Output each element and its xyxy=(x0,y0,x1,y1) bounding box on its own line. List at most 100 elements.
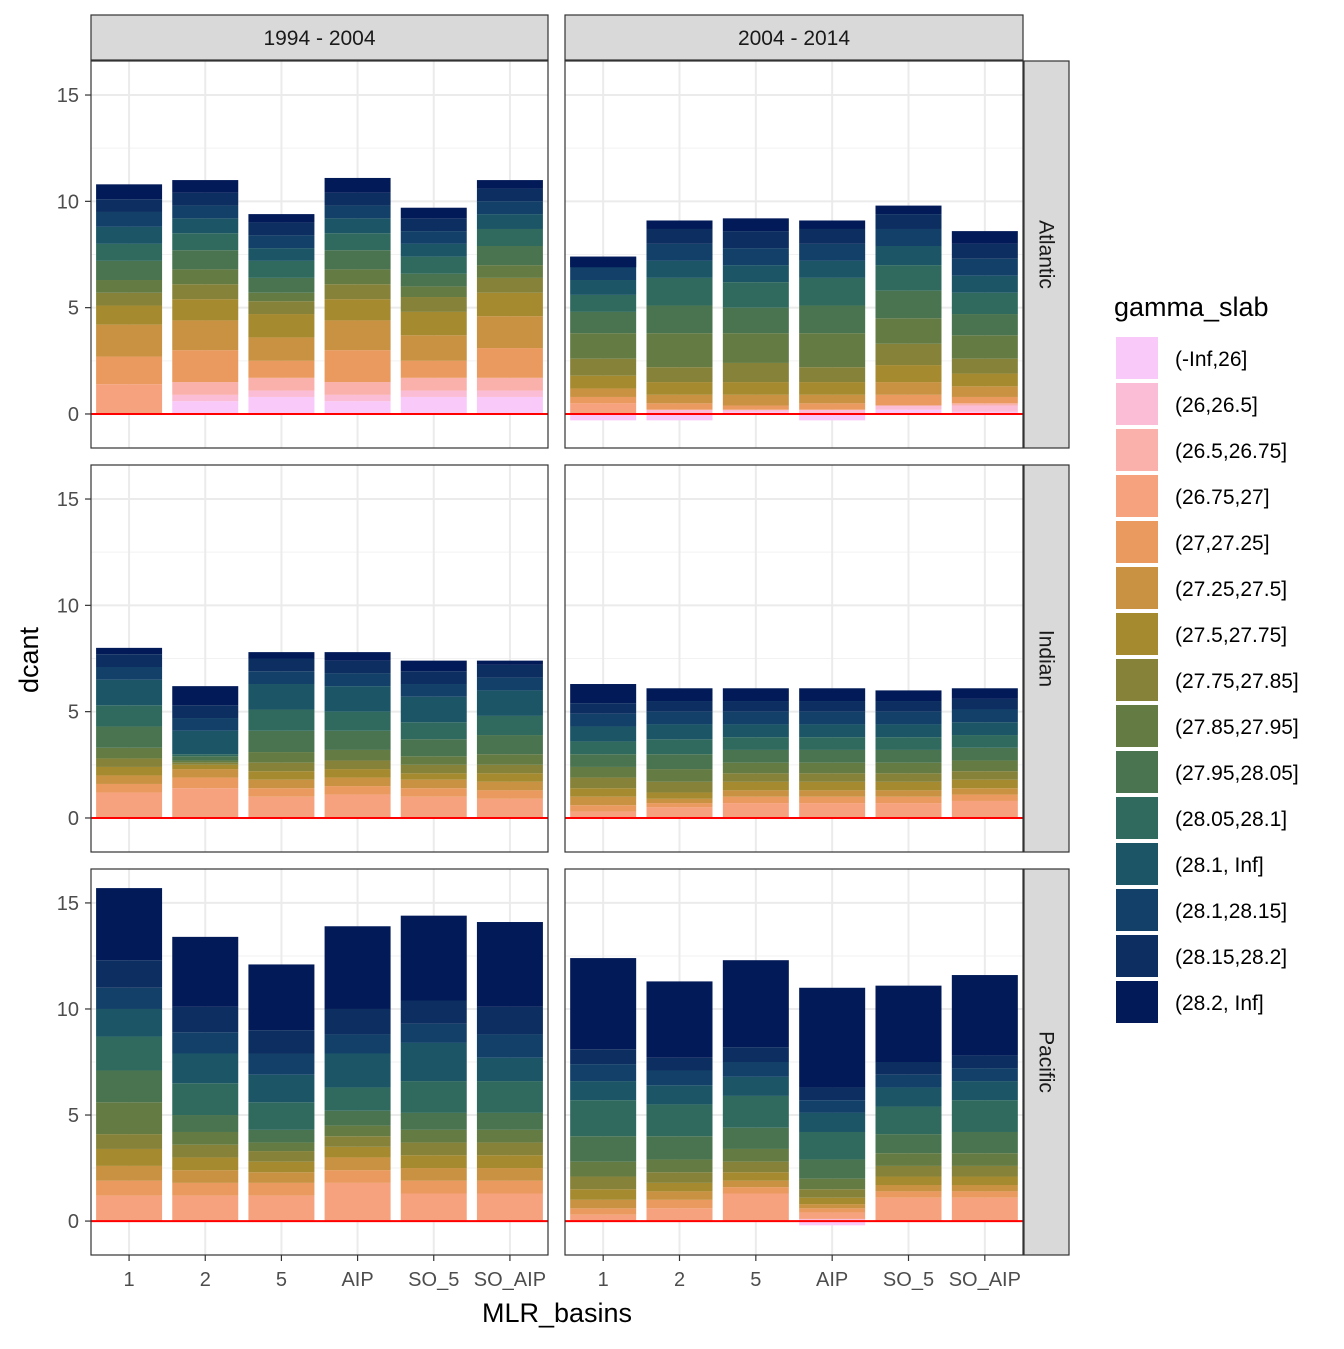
bar-segment xyxy=(96,766,163,776)
bar-segment xyxy=(324,1008,391,1035)
bar-segment xyxy=(646,711,713,725)
bar-segment xyxy=(400,1142,467,1156)
x-tick-label: 2 xyxy=(674,1269,685,1291)
bar-segment xyxy=(799,773,866,782)
bar-segment xyxy=(875,1153,942,1166)
bar-segment xyxy=(400,256,467,274)
bar-segment xyxy=(799,724,866,738)
bar-segment xyxy=(799,409,866,414)
legend-key xyxy=(1116,889,1158,931)
bar-segment xyxy=(324,730,391,750)
bar-segment xyxy=(951,760,1018,772)
bar-segment xyxy=(476,735,543,755)
bar-segment xyxy=(400,297,467,312)
bar-segment xyxy=(96,243,163,261)
bar-segment xyxy=(646,803,713,808)
bar-segment xyxy=(324,1136,391,1147)
bar-segment xyxy=(400,218,467,232)
bar-segment xyxy=(248,301,315,315)
bar-segment xyxy=(400,231,467,244)
bar-segment xyxy=(476,677,543,691)
bar-segment xyxy=(646,688,713,702)
bar-segment xyxy=(646,413,713,421)
bar-segment xyxy=(951,735,1018,748)
bar-segment xyxy=(570,1136,637,1162)
panel-pacific-0: 0 5 10 15 xyxy=(57,868,549,1256)
bar-segment xyxy=(476,245,543,266)
bar-segment xyxy=(951,1153,1018,1166)
bar-segment xyxy=(96,260,163,281)
bar-segment xyxy=(722,282,789,308)
bar-segment xyxy=(476,1193,543,1222)
x-tick-label: SO_5 xyxy=(883,1269,934,1291)
bar-segment xyxy=(172,777,239,789)
bar-segment xyxy=(722,1062,789,1077)
bar-segment xyxy=(400,1081,467,1113)
bar-segment xyxy=(400,207,467,219)
bar-segment xyxy=(646,1182,713,1192)
bar-segment xyxy=(951,688,1018,699)
bar-segment xyxy=(248,222,315,236)
bar-segment xyxy=(951,403,1018,406)
bar-segment xyxy=(875,690,942,702)
bar-segment xyxy=(476,773,543,782)
bar-segment xyxy=(875,382,942,395)
bar-segment xyxy=(646,1208,713,1222)
bar-segment xyxy=(400,915,467,1001)
bar-segment xyxy=(172,205,239,219)
bar-segment xyxy=(799,277,866,306)
bar-segment xyxy=(96,384,163,414)
bar-segment xyxy=(476,1006,543,1035)
bar-segment xyxy=(799,1218,866,1222)
bar-segment xyxy=(172,705,239,719)
bar-segment xyxy=(172,350,239,383)
bar-segment xyxy=(951,258,1018,276)
legend-title: gamma_slab xyxy=(1114,292,1269,322)
bar-segment xyxy=(722,1180,789,1188)
bar-segment xyxy=(400,396,467,414)
bar-segment xyxy=(476,316,543,349)
bar-segment xyxy=(324,1087,391,1111)
bar-segment xyxy=(875,790,942,797)
bar-segment xyxy=(722,737,789,750)
bar-segment xyxy=(324,401,391,414)
chart-panels: 1994 - 2004 2004 - 2014 Atlantic Indian Paci… xyxy=(57,14,1070,1256)
bar-segment xyxy=(799,1159,866,1179)
bar-segment xyxy=(646,724,713,740)
bar-segment xyxy=(172,756,239,761)
bar-segment xyxy=(646,403,713,410)
bar-segment xyxy=(96,1180,163,1196)
panel-border xyxy=(564,60,1024,449)
bar-segment xyxy=(875,365,942,383)
bar-segment xyxy=(172,762,239,765)
bar-segment xyxy=(570,1081,637,1101)
bar-segment xyxy=(248,360,315,378)
bar-segment xyxy=(400,1155,467,1169)
bar-segment xyxy=(324,218,391,234)
bar-segment xyxy=(96,679,163,706)
bar-segment xyxy=(96,1008,163,1037)
bar-segment xyxy=(722,781,789,791)
bar-segment xyxy=(96,1070,163,1103)
y-tick-label: 0 xyxy=(68,404,79,426)
bar-segment xyxy=(722,231,789,249)
y-tick-label: 10 xyxy=(57,595,79,617)
bar-segment xyxy=(570,256,637,268)
bar-segment xyxy=(324,233,391,251)
bar-segment xyxy=(570,265,637,281)
bar-segment xyxy=(172,192,239,206)
bar-segment xyxy=(248,709,315,731)
bar-segment xyxy=(248,1030,315,1054)
bar-segment xyxy=(324,1125,391,1137)
bar-segment xyxy=(96,1195,163,1222)
bar-segment xyxy=(722,1148,789,1162)
bar-segment xyxy=(96,792,163,818)
bar-segment xyxy=(722,1193,789,1222)
bar-segment xyxy=(875,749,942,763)
bar-segment xyxy=(951,314,1018,336)
bar-segment xyxy=(799,701,866,712)
bar-segment xyxy=(875,1176,942,1186)
bar-segment xyxy=(400,1168,467,1181)
bar-segment xyxy=(248,377,315,391)
bar-segment xyxy=(172,686,239,706)
